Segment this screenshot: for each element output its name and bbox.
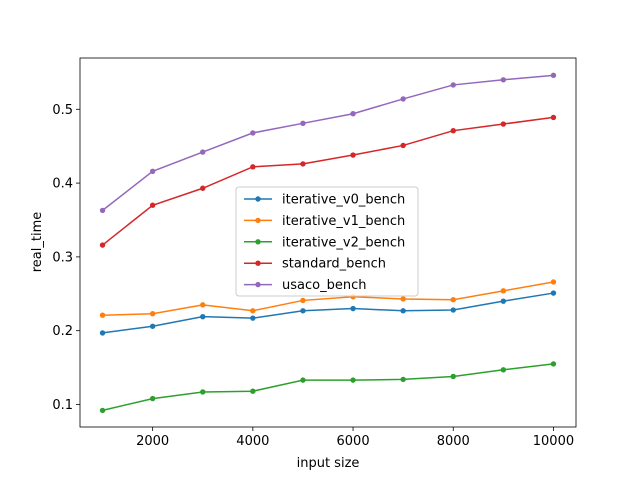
data-point-iterative-v2-bench [99,407,106,414]
x-tick-label: 6000 [337,434,370,449]
data-point-standard-bench [500,121,507,127]
data-point-iterative-v1-bench [250,308,256,314]
data-point-iterative-v2-bench [200,389,206,395]
series-line-iterative-v2-bench [102,363,554,412]
legend-marker [255,196,261,202]
legend-marker [255,239,261,245]
legend-label: standard_bench [282,257,386,272]
x-tick-label: 10000 [533,434,574,449]
x-tick-label: 4000 [236,434,269,449]
data-point-iterative-v1-bench [400,296,406,302]
plot-frame [79,57,577,428]
data-point-iterative-v0-bench [200,313,206,320]
data-point-iterative-v2-bench [149,395,156,402]
data-point-iterative-v2-bench [300,377,306,383]
x-axis-label: input size [297,456,360,471]
series-line-iterative-v1-bench [102,281,554,316]
legend-label: usaco_bench [282,278,366,293]
y-tick-label: 0.2 [52,324,73,339]
legend-label: iterative_v0_bench [282,193,405,208]
series-line-standard-bench [102,116,554,246]
data-point-standard-bench [350,152,356,158]
data-point-iterative-v0-bench [450,307,456,313]
series-layer [99,72,557,414]
data-point-standard-bench [99,242,106,248]
y-tick-label: 0.1 [52,398,73,413]
data-point-standard-bench [300,161,306,167]
y-tick-label: 0.5 [52,103,73,118]
legend-box [235,186,419,297]
data-point-iterative-v0-bench [500,298,507,304]
data-point-usaco-bench [200,149,206,155]
legend-label: iterative_v2_bench [282,235,405,250]
legend: iterative_v0_bench iterative_v1_benchiter… [235,186,419,297]
legend-marker [255,217,261,224]
data-point-iterative-v1-bench [200,302,206,308]
x-tick-label: 8000 [437,434,470,449]
data-point-usaco-bench [149,168,156,174]
data-point-iterative-v2-bench [550,361,557,367]
data-point-iterative-v0-bench [350,305,356,312]
data-point-usaco-bench [250,130,256,136]
data-point-iterative-v2-bench [400,376,406,383]
data-point-usaco-bench [500,77,507,83]
y-axis: 0.1 0.2 0.3 0.4 0.5 [52,103,80,413]
data-point-standard-bench [400,142,406,149]
y-axis-label: real_time [30,212,45,273]
data-point-iterative-v1-bench [300,297,306,304]
series-line-iterative-v0-bench [102,292,554,334]
data-point-iterative-v0-bench [149,323,156,329]
data-point-iterative-v1-bench [500,288,507,294]
y-tick-label: 0.3 [52,250,73,265]
data-point-iterative-v1-bench [149,311,156,317]
data-point-standard-bench [450,127,456,134]
data-point-iterative-v0-bench [300,308,306,314]
data-point-iterative-v2-bench [350,377,356,383]
legend-marker [255,260,261,266]
data-point-usaco-bench [300,120,306,127]
data-point-iterative-v1-bench [450,296,456,303]
legend-marker [255,281,261,288]
y-tick-label: 0.4 [52,177,73,192]
data-point-standard-bench [200,185,206,191]
data-point-iterative-v0-bench [99,330,106,336]
data-point-standard-bench [250,164,256,170]
series-line-usaco-bench [102,74,554,211]
data-point-usaco-bench [550,72,557,79]
data-point-iterative-v0-bench [550,290,557,296]
data-point-usaco-bench [450,82,456,88]
data-point-iterative-v1-bench [550,279,557,285]
data-point-standard-bench [149,202,156,208]
data-point-usaco-bench [400,96,406,102]
legend-label: iterative_v1_bench [282,214,405,229]
data-point-iterative-v0-bench [400,308,406,314]
data-point-iterative-v0-bench [250,315,256,321]
data-point-standard-bench [550,114,557,121]
data-point-iterative-v1-bench [99,312,106,318]
data-point-usaco-bench [99,207,106,214]
x-axis: 2000 4000 6000 8000 10000 [136,427,574,449]
x-tick-label: 2000 [136,434,169,449]
data-point-iterative-v2-bench [450,373,456,380]
data-point-iterative-v2-bench [500,367,507,373]
data-point-usaco-bench [350,111,356,117]
data-point-iterative-v2-bench [250,388,256,394]
